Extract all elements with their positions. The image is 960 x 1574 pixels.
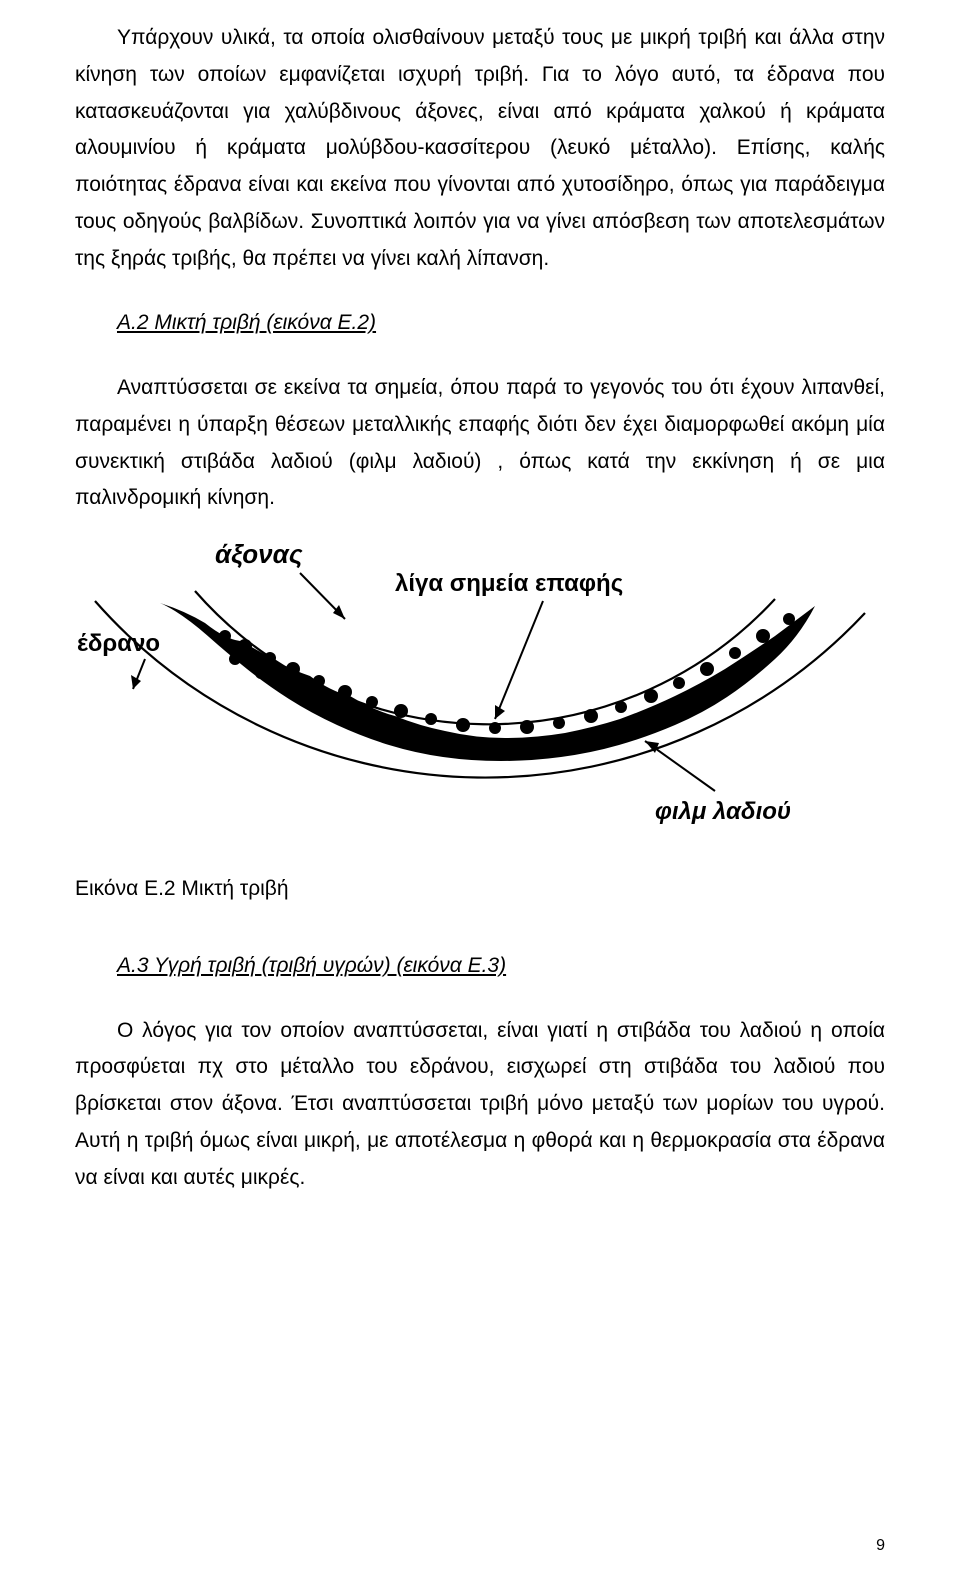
paragraph-a2: Αναπτύσσεται σε εκείνα τα σημεία, όπου π… bbox=[75, 370, 885, 517]
paragraph-a3: Ο λόγος για τον οποίον αναπτύσσεται, είν… bbox=[75, 1013, 885, 1197]
figure-label-bearing: έδρανο bbox=[77, 630, 160, 657]
figure-e2: άξονας λίγα σημεία επαφής έδρανο φιλμ λα… bbox=[75, 541, 885, 851]
subheading-a3: Α.3 Υγρή τριβή (τριβή υγρών) (εικόνα Ε.3… bbox=[75, 948, 885, 985]
subheading-a2: Α.2 Μικτή τριβή (εικόνα Ε.2) bbox=[75, 305, 885, 342]
figure-caption-e2: Εικόνα Ε.2 Μικτή τριβή bbox=[75, 871, 885, 908]
figure-label-contact-points: λίγα σημεία επαφής bbox=[395, 570, 623, 597]
figure-label-axle: άξονας bbox=[215, 541, 303, 569]
paragraph-intro: Υπάρχουν υλικά, τα οποία ολισθαίνουν μετ… bbox=[75, 20, 885, 277]
page-number: 9 bbox=[876, 1532, 885, 1560]
figure-label-oil-film: φιλμ λαδιού bbox=[655, 798, 791, 825]
